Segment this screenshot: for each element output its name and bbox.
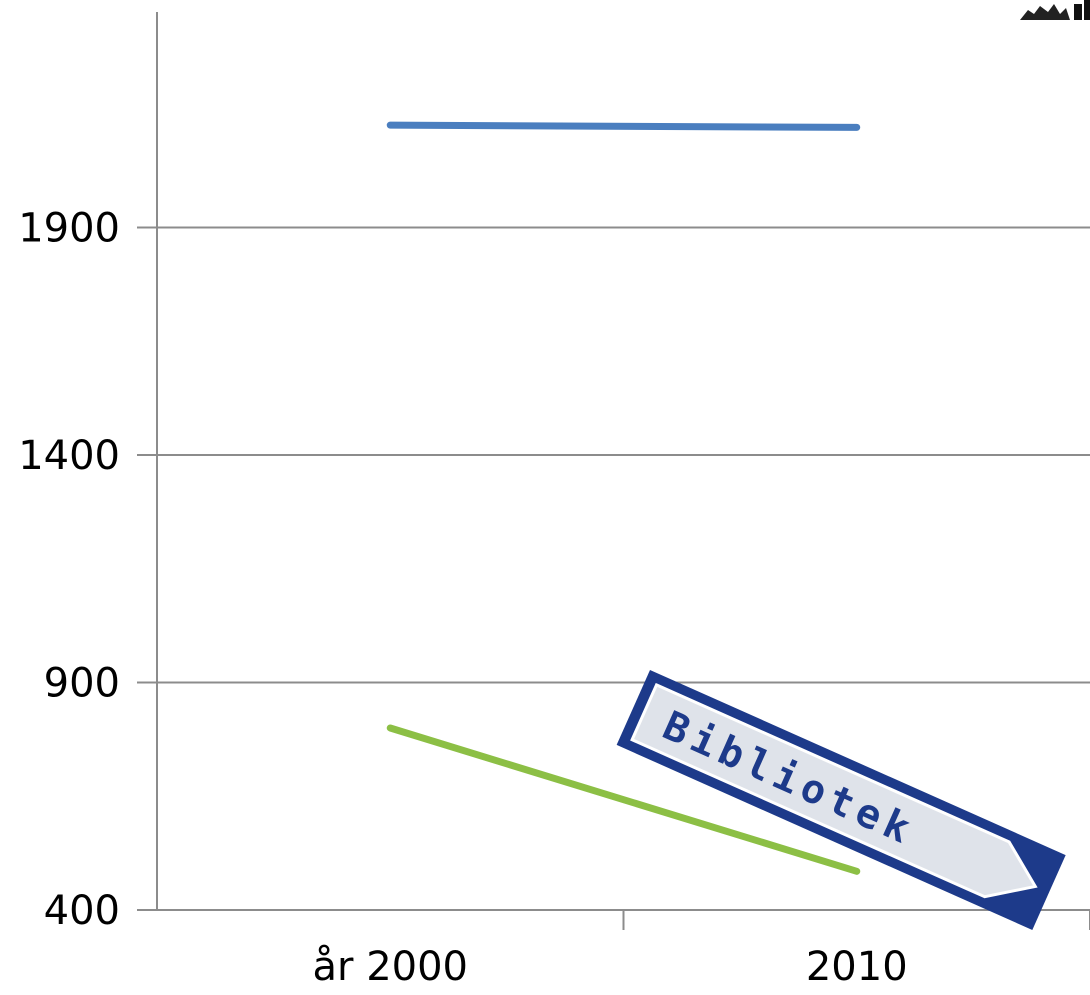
skyline-logo-icon	[1020, 0, 1090, 20]
gridlines	[137, 226, 1090, 911]
y-tick-label: 1900	[18, 206, 120, 252]
y-tick-labels: 400 900 1400 1900	[18, 206, 120, 935]
x-category-label: år 2000	[313, 944, 468, 990]
sign-arrow-panel	[630, 682, 1038, 899]
series-line-1	[386, 121, 861, 131]
bibliotek-sign: Bibliotek	[616, 670, 1066, 930]
series-lines	[386, 121, 861, 875]
y-tick-label: 900	[44, 661, 120, 707]
x-category-labels: år 2000 2010	[313, 944, 908, 990]
series-line-2	[386, 724, 861, 875]
y-tick-label: 400	[44, 888, 120, 934]
y-tick-label: 1400	[18, 433, 120, 479]
x-tick-marks	[622, 910, 1090, 930]
axes	[137, 12, 1090, 911]
x-category-label: 2010	[806, 944, 908, 990]
